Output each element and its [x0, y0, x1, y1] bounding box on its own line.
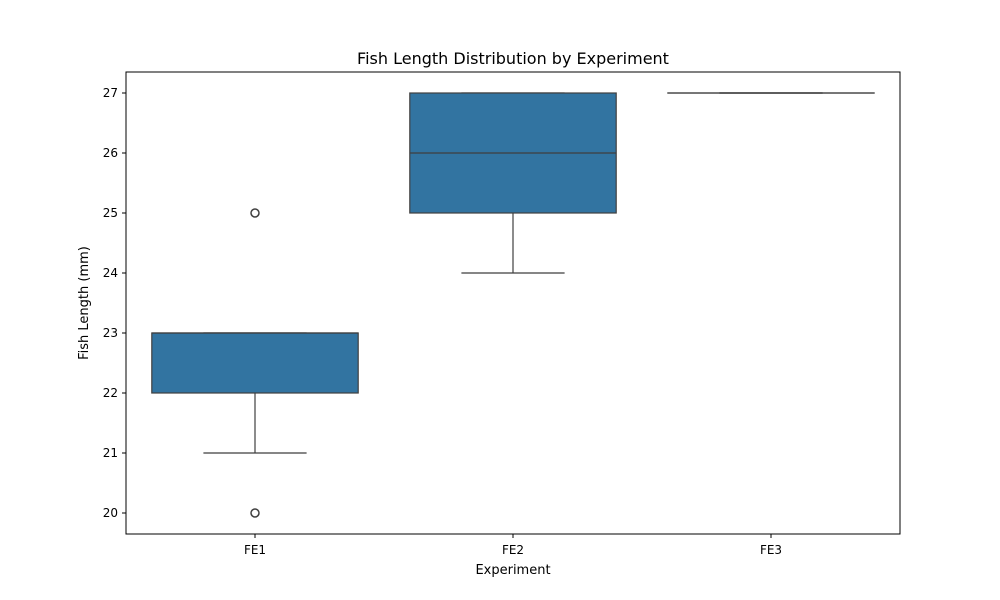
outlier-point: [250, 508, 260, 518]
y-tick-label: 27: [103, 86, 118, 100]
y-tick-label: 23: [103, 326, 118, 340]
box-fe1: [151, 208, 359, 518]
chart-title: Fish Length Distribution by Experiment: [357, 49, 669, 68]
x-axis: FE1 FE2 FE3: [244, 534, 782, 557]
y-tick-label: 21: [103, 446, 118, 460]
y-tick-label: 22: [103, 386, 118, 400]
x-tick-label: FE2: [502, 543, 524, 557]
x-tick-label: FE3: [760, 543, 782, 557]
x-tick-label: FE1: [244, 543, 266, 557]
y-tick-label: 26: [103, 146, 118, 160]
box-fe2: [409, 92, 617, 274]
y-axis: 20 21 22 23 24 25 26 27: [103, 86, 126, 520]
y-axis-label: Fish Length (mm): [77, 246, 92, 360]
iqr-box: [151, 332, 359, 394]
x-axis-label: Experiment: [475, 563, 550, 578]
y-tick-label: 24: [103, 266, 118, 280]
y-tick-label: 25: [103, 206, 118, 220]
y-tick-label: 20: [103, 506, 118, 520]
outlier-point: [250, 208, 260, 218]
boxes-group: [151, 92, 875, 518]
